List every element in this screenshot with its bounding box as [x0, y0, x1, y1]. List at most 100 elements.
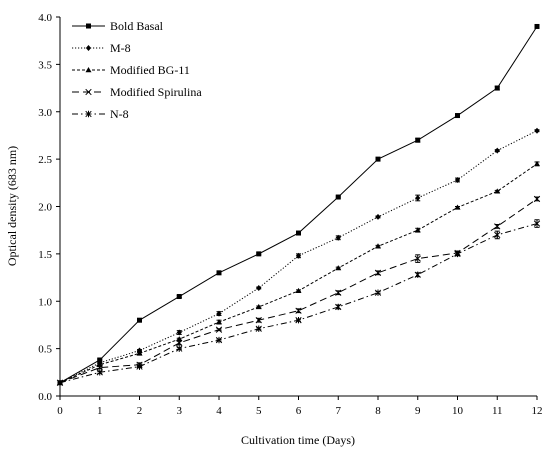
- legend-item: Modified BG-11: [72, 63, 190, 77]
- data-point: [255, 317, 262, 324]
- legend-item: Bold Basal: [72, 19, 164, 33]
- data-point: [136, 350, 143, 356]
- series-m-8: [57, 127, 540, 386]
- legend: Bold Basal M-8 Modified BG-11 Modified Spir…: [72, 19, 202, 121]
- legend-item: M-8: [72, 41, 131, 55]
- data-point: [415, 137, 421, 143]
- data-point: [454, 250, 461, 258]
- data-point: [534, 127, 540, 134]
- data-point: [494, 231, 501, 239]
- data-point: [494, 223, 501, 230]
- legend-label: Modified BG-11: [110, 63, 190, 77]
- data-point: [455, 113, 460, 119]
- x-tick-label: 3: [177, 405, 183, 417]
- x-tick-label: 4: [216, 405, 222, 417]
- data-point: [494, 85, 500, 91]
- x-tick-label: 7: [336, 405, 342, 417]
- y-tick-label: 2.0: [38, 202, 52, 214]
- y-tick-label: 2.5: [38, 154, 52, 166]
- data-point: [335, 265, 342, 271]
- data-point: [96, 364, 103, 371]
- series-bold-basal: [57, 23, 540, 386]
- data-point: [494, 147, 500, 154]
- data-point: [335, 194, 341, 200]
- data-point: [215, 336, 223, 344]
- data-point: [255, 325, 262, 332]
- data-point: [216, 270, 222, 276]
- data-point: [533, 220, 541, 227]
- y-tick-label: 0.0: [38, 391, 52, 403]
- data-point: [256, 251, 262, 257]
- x-tick-label: 10: [452, 405, 464, 417]
- data-point: [85, 67, 92, 73]
- data-point: [374, 289, 382, 296]
- data-point: [415, 194, 421, 201]
- y-axis-title: Optical density (683 nm): [5, 146, 19, 266]
- x-tick-label: 12: [532, 405, 543, 417]
- data-point: [414, 227, 421, 233]
- data-point: [374, 269, 382, 276]
- legend-item: Modified Spirulina: [72, 85, 202, 99]
- data-point: [534, 160, 540, 167]
- data-point: [56, 379, 64, 386]
- data-point: [255, 303, 262, 310]
- x-tick-label: 9: [415, 405, 421, 417]
- data-point: [295, 317, 302, 324]
- data-point: [176, 294, 182, 300]
- data-point: [216, 310, 222, 317]
- data-point: [533, 195, 541, 203]
- y-tick-label: 0.5: [38, 344, 52, 356]
- data-point: [295, 252, 302, 259]
- data-point: [454, 204, 461, 210]
- y-tick-label: 4.0: [38, 12, 52, 24]
- data-point: [296, 230, 301, 236]
- series-line: [59, 163, 538, 384]
- data-point: [136, 363, 143, 370]
- data-point: [215, 326, 223, 333]
- data-point: [85, 110, 92, 118]
- data-point: [176, 345, 183, 352]
- legend-label: N-8: [110, 107, 129, 121]
- y-axis-ticks: 0.0 0.5 1.0 1.5 2.0 2.5 3.0 3.5 4.0: [38, 12, 60, 403]
- x-tick-label: 1: [97, 405, 103, 417]
- y-tick-label: 1.0: [38, 296, 52, 308]
- data-point: [85, 45, 92, 51]
- data-point: [454, 176, 461, 183]
- x-tick-label: 0: [57, 405, 63, 417]
- data-point: [86, 23, 91, 29]
- data-point: [534, 23, 540, 29]
- data-point: [256, 284, 262, 291]
- data-point: [375, 213, 381, 220]
- data-point: [96, 369, 103, 376]
- data-point: [335, 234, 341, 241]
- data-point: [85, 88, 92, 96]
- data-point: [176, 339, 183, 347]
- data-point: [375, 243, 381, 249]
- legend-item: N-8: [72, 107, 129, 121]
- y-tick-label: 1.5: [38, 249, 52, 261]
- data-point: [335, 289, 342, 296]
- legend-label: M-8: [110, 41, 131, 55]
- series-layer: [56, 23, 541, 386]
- data-point: [216, 319, 222, 325]
- series-modified-bg-11: [57, 160, 540, 385]
- x-tick-label: 11: [492, 405, 503, 417]
- series-line: [59, 26, 538, 384]
- x-tick-label: 5: [256, 405, 262, 417]
- data-point: [137, 317, 142, 323]
- y-tick-label: 3.5: [38, 59, 52, 71]
- data-point: [176, 329, 182, 336]
- x-tick-label: 6: [296, 405, 302, 417]
- data-point: [335, 303, 342, 311]
- x-tick-label: 2: [137, 405, 143, 417]
- series-n-8: [56, 219, 541, 386]
- data-point: [494, 188, 501, 194]
- x-tick-label: 8: [375, 405, 381, 417]
- y-tick-label: 3.0: [38, 107, 52, 119]
- data-point: [375, 156, 381, 162]
- x-axis-ticks: 0 1 2 3 4 5 6 7 8 9 10 11 12: [57, 396, 543, 417]
- data-point: [295, 287, 302, 294]
- legend-label: Bold Basal: [110, 19, 164, 33]
- data-point: [176, 336, 183, 342]
